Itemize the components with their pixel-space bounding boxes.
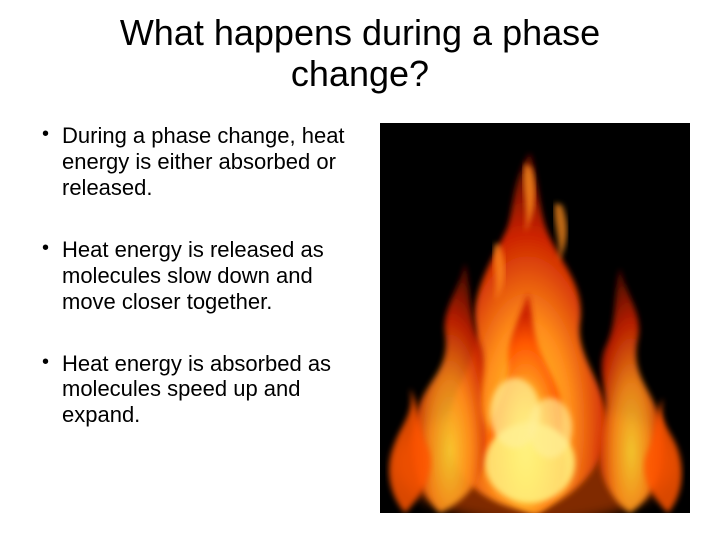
bullet-item: Heat energy is released as molecules slo… xyxy=(38,237,370,315)
image-column xyxy=(380,123,690,523)
slide-container: What happens during a phase change? Duri… xyxy=(0,0,720,540)
bullet-item: Heat energy is absorbed as molecules spe… xyxy=(38,351,370,429)
content-area: During a phase change, heat energy is ei… xyxy=(30,123,690,523)
text-column: During a phase change, heat energy is ei… xyxy=(30,123,370,523)
bullet-item: During a phase change, heat energy is ei… xyxy=(38,123,370,201)
fire-image xyxy=(380,123,690,513)
slide-title: What happens during a phase change? xyxy=(30,12,690,95)
bullet-list: During a phase change, heat energy is ei… xyxy=(38,123,370,429)
